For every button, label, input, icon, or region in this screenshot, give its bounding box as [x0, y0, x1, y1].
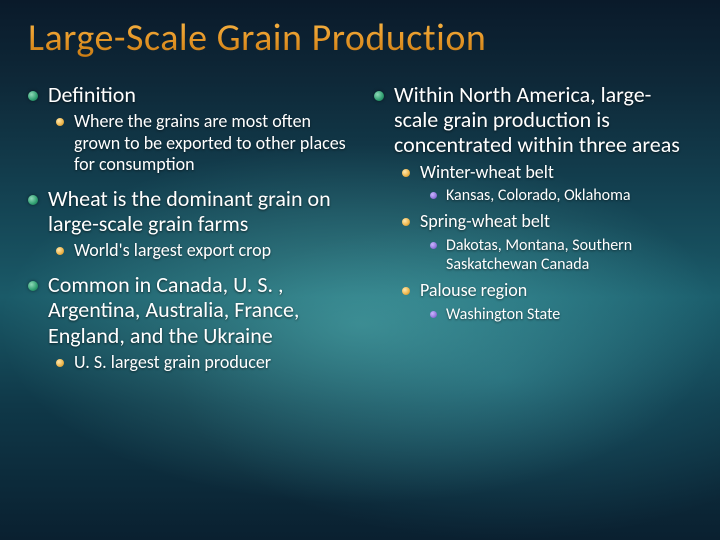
content-columns: Definition Where the grains are most oft…	[28, 82, 692, 384]
slide-title: Large-Scale Grain Production	[28, 18, 692, 60]
lvl1-text: Definition	[48, 81, 136, 108]
list-item: Where the grains are most often grown to…	[54, 111, 346, 176]
list-item: Wheat is the dominant grain on large-sca…	[28, 186, 346, 262]
list-item: Dakotas, Montana, Southern Saskatchewan …	[428, 236, 692, 274]
list-item: World's largest export crop	[54, 240, 346, 262]
list-item: Kansas, Colorado, Oklahoma	[428, 186, 692, 205]
list-item: Palouse region Washington State	[400, 280, 692, 324]
lvl2-text: World's largest export crop	[74, 239, 271, 261]
lvl1-text: Wheat is the dominant grain on large-sca…	[48, 185, 331, 237]
right-column: Within North America, large-scale grain …	[374, 82, 692, 384]
lvl2-text: Winter-wheat belt	[420, 161, 554, 183]
left-column: Definition Where the grains are most oft…	[28, 82, 346, 384]
lvl1-text: Common in Canada, U. S. , Argentina, Aus…	[48, 271, 299, 349]
lvl2-text: Where the grains are most often grown to…	[74, 110, 346, 175]
list-item: Winter-wheat belt Kansas, Colorado, Okla…	[400, 162, 692, 206]
list-item: Washington State	[428, 305, 692, 324]
lvl3-text: Washington State	[446, 305, 560, 324]
lvl1-text: Within North America, large-scale grain …	[394, 81, 680, 159]
lvl3-text: Kansas, Colorado, Oklahoma	[446, 186, 631, 205]
lvl2-text: Palouse region	[420, 279, 527, 301]
list-item: Within North America, large-scale grain …	[374, 82, 692, 324]
list-item: Common in Canada, U. S. , Argentina, Aus…	[28, 272, 346, 373]
list-item: Definition Where the grains are most oft…	[28, 82, 346, 176]
lvl2-text: U. S. largest grain producer	[74, 351, 271, 373]
lvl3-text: Dakotas, Montana, Southern Saskatchewan …	[446, 236, 632, 274]
list-item: U. S. largest grain producer	[54, 352, 346, 374]
lvl2-text: Spring-wheat belt	[420, 210, 550, 232]
list-item: Spring-wheat belt Dakotas, Montana, Sout…	[400, 211, 692, 274]
